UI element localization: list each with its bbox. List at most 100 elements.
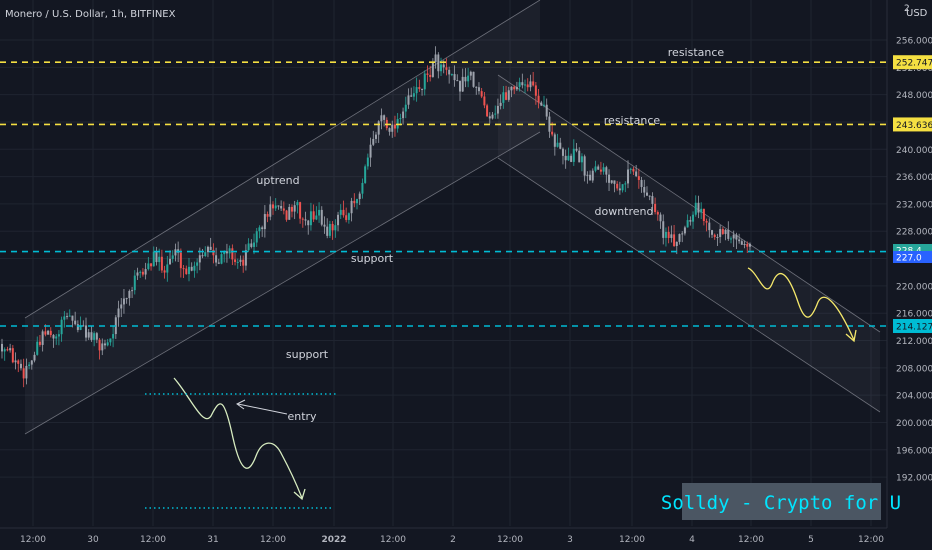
candle[interactable] (206, 245, 209, 258)
candle[interactable] (537, 89, 540, 109)
candle[interactable] (540, 100, 543, 106)
candle[interactable] (131, 286, 134, 299)
candle[interactable] (106, 338, 109, 347)
candle[interactable] (301, 217, 304, 228)
candle[interactable] (272, 201, 274, 215)
candle[interactable] (743, 240, 746, 249)
candle[interactable] (82, 320, 85, 327)
candle[interactable] (19, 359, 22, 371)
candle[interactable] (412, 86, 415, 101)
candle[interactable] (561, 147, 564, 165)
candle[interactable] (274, 198, 277, 211)
candle[interactable] (345, 207, 348, 223)
candle[interactable] (147, 256, 150, 271)
candle[interactable] (60, 316, 63, 342)
candle[interactable] (339, 204, 342, 220)
candle[interactable] (621, 184, 624, 193)
candle[interactable] (597, 164, 600, 170)
candle[interactable] (152, 246, 155, 267)
candle[interactable] (163, 265, 166, 279)
candle[interactable] (155, 246, 158, 266)
candle[interactable] (589, 170, 592, 181)
candle[interactable] (74, 311, 77, 326)
candle[interactable] (648, 195, 651, 201)
candle[interactable] (90, 326, 93, 342)
candle[interactable] (117, 300, 120, 327)
candle[interactable] (524, 79, 527, 93)
candle[interactable] (28, 362, 31, 370)
candle[interactable] (52, 334, 55, 348)
candle[interactable] (331, 221, 334, 240)
candle[interactable] (182, 265, 185, 279)
candle[interactable] (458, 80, 461, 101)
currency-label[interactable]: USD (906, 8, 928, 19)
candle[interactable] (583, 154, 586, 182)
candle[interactable] (469, 70, 472, 81)
candle[interactable] (480, 87, 483, 99)
candle[interactable] (347, 212, 350, 224)
candle[interactable] (496, 98, 499, 119)
candle[interactable] (25, 358, 28, 385)
candle[interactable] (187, 258, 190, 282)
candle[interactable] (643, 179, 646, 198)
candle[interactable] (513, 85, 516, 95)
candle[interactable] (17, 359, 20, 373)
candle[interactable] (727, 221, 730, 241)
candle[interactable] (659, 212, 662, 229)
candle[interactable] (204, 246, 207, 258)
candle[interactable] (68, 309, 71, 317)
candle[interactable] (293, 200, 296, 220)
candle[interactable] (548, 112, 551, 138)
candle[interactable] (364, 164, 367, 184)
candle[interactable] (580, 153, 583, 172)
candle[interactable] (309, 202, 312, 231)
candle[interactable] (356, 198, 359, 210)
candle[interactable] (602, 163, 605, 175)
candle[interactable] (244, 244, 247, 271)
candle[interactable] (440, 57, 443, 76)
candle[interactable] (645, 186, 648, 197)
candle[interactable] (323, 216, 326, 234)
candle[interactable] (388, 127, 391, 136)
candle[interactable] (98, 338, 101, 360)
candle[interactable] (613, 180, 616, 193)
candle[interactable] (234, 252, 237, 266)
candle[interactable] (748, 242, 751, 251)
candle[interactable] (225, 243, 228, 263)
candle[interactable] (250, 239, 253, 249)
candle[interactable] (711, 229, 714, 239)
candle[interactable] (543, 95, 545, 108)
candle[interactable] (247, 238, 250, 253)
candle[interactable] (746, 241, 749, 254)
candle[interactable] (47, 329, 50, 335)
candle[interactable] (518, 77, 521, 92)
candle[interactable] (266, 211, 269, 223)
candle[interactable] (228, 245, 231, 259)
candle[interactable] (578, 147, 581, 163)
candle[interactable] (616, 181, 619, 191)
candle[interactable] (429, 65, 432, 82)
candle[interactable] (196, 258, 199, 274)
candle[interactable] (14, 352, 17, 370)
candle[interactable] (307, 219, 310, 235)
candle[interactable] (231, 244, 234, 266)
candle[interactable] (212, 243, 215, 264)
candle[interactable] (423, 70, 426, 96)
candle[interactable] (434, 46, 437, 69)
candle[interactable] (591, 168, 594, 183)
candle[interactable] (288, 203, 291, 220)
candle[interactable] (586, 171, 589, 184)
candle[interactable] (320, 206, 323, 227)
candle[interactable] (136, 267, 139, 280)
candle[interactable] (253, 233, 256, 255)
candle[interactable] (399, 113, 402, 126)
candle[interactable] (337, 211, 340, 232)
candle[interactable] (261, 225, 264, 237)
candle[interactable] (483, 91, 486, 109)
candle[interactable] (575, 142, 578, 153)
candle[interactable] (358, 191, 361, 206)
candle[interactable] (290, 204, 293, 218)
candle[interactable] (112, 325, 115, 348)
candle[interactable] (738, 233, 741, 244)
